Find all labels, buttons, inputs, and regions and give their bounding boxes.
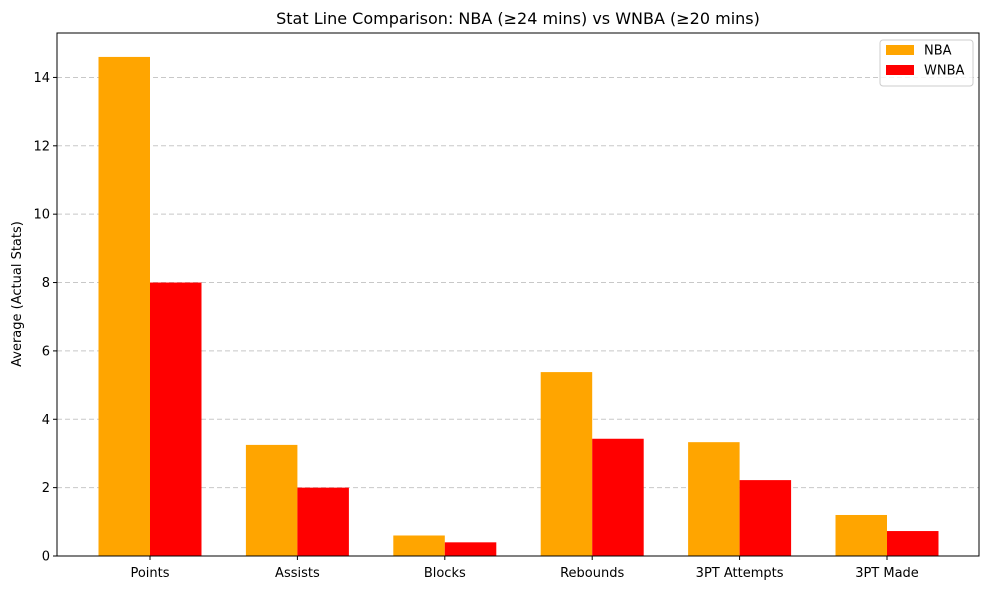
bar-wnba-2 [444, 542, 497, 556]
x-axis-ticks: Points Assists Blocks Rebounds 3PT Attempts 3… [130, 556, 919, 581]
legend-label-nba: NBA [924, 44, 952, 59]
y-tick-label: 4 [42, 413, 50, 428]
legend-label-wnba: WNBA [924, 64, 964, 79]
bar-nba-3 [540, 372, 593, 556]
y-tick-label: 12 [33, 139, 50, 154]
x-tick-label: Assists [275, 566, 320, 581]
bar-wnba-5 [887, 531, 939, 556]
legend-swatch-nba [886, 45, 914, 55]
y-axis-label: Average (Actual Stats) [10, 221, 25, 367]
legend: NBA WNBA [879, 39, 974, 87]
x-tick-label: Blocks [424, 566, 466, 581]
bar-wnba-3 [592, 438, 644, 556]
y-tick-label: 6 [42, 344, 50, 359]
y-tick-label: 14 [33, 71, 50, 86]
bar-nba-1 [245, 444, 298, 556]
y-tick-label: 10 [33, 208, 50, 223]
x-tick-label: Rebounds [560, 566, 624, 581]
y-tick-label: 2 [42, 481, 50, 496]
bar-nba-5 [835, 514, 887, 556]
y-tick-label: 8 [42, 276, 50, 291]
plot-frame [56, 32, 980, 557]
bar-wnba-1 [297, 487, 349, 556]
bar-wnba-4 [739, 480, 792, 556]
chart-title: Stat Line Comparison: NBA (≥24 mins) vs … [276, 9, 760, 28]
x-tick-label: Points [130, 566, 169, 581]
bar-nba-0 [98, 56, 150, 557]
bar-nba-4 [688, 442, 740, 556]
x-tick-label: 3PT Made [855, 566, 919, 581]
x-tick-label: 3PT Attempts [696, 566, 784, 581]
bars-group [98, 56, 939, 557]
bar-wnba-0 [150, 282, 202, 556]
y-tick-label: 0 [42, 550, 50, 565]
grid-lines [57, 76, 979, 489]
y-axis-ticks: 0 2 4 6 8 10 12 14 [33, 71, 57, 565]
bar-nba-2 [393, 535, 445, 556]
legend-swatch-wnba [886, 65, 914, 75]
